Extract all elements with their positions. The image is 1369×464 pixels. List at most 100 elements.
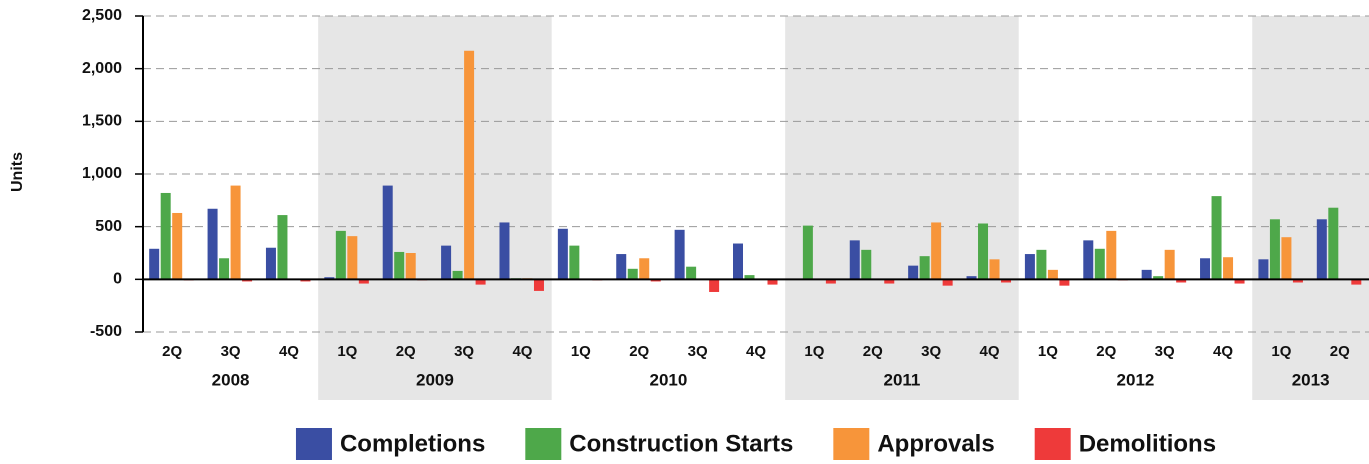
bar <box>1351 279 1362 285</box>
bar <box>1153 276 1164 280</box>
bar <box>1281 237 1292 280</box>
y-tick-label: 500 <box>95 218 122 235</box>
year-shade <box>318 16 552 400</box>
x-tick-label: 1Q <box>337 343 357 360</box>
year-label: 2011 <box>884 370 921 389</box>
bar <box>639 258 650 280</box>
bar <box>499 222 510 280</box>
x-tick-label: 2Q <box>162 343 182 360</box>
legend-swatch <box>295 428 332 460</box>
bar <box>1234 279 1245 284</box>
bar <box>300 279 311 282</box>
bar <box>767 279 778 285</box>
y-axis-label: Units <box>9 152 26 192</box>
bar <box>394 251 405 280</box>
y-tick-label: 2,000 <box>82 60 122 77</box>
x-tick-label: 1Q <box>1038 343 1058 360</box>
bar <box>931 222 942 280</box>
legend-label: Construction Starts <box>569 430 793 457</box>
x-tick-label: 2Q <box>629 343 649 360</box>
bar <box>277 215 288 280</box>
bar <box>335 230 346 280</box>
x-tick-label: 2Q <box>863 343 883 360</box>
bar <box>744 275 755 280</box>
legend: Completions Construction Starts Approvals D… <box>295 428 1216 460</box>
bar <box>265 247 276 280</box>
year-label: 2010 <box>650 370 688 389</box>
legend-swatch <box>833 428 870 460</box>
bar <box>686 266 697 280</box>
x-tick-label: 4Q <box>746 343 766 360</box>
bar <box>1223 257 1234 280</box>
legend-label: Demolitions <box>1079 430 1216 457</box>
x-tick-label: 4Q <box>1213 343 1233 360</box>
bar <box>1316 219 1327 280</box>
bar <box>207 208 218 280</box>
bar <box>405 253 416 280</box>
bar <box>627 268 638 280</box>
bar <box>849 240 860 280</box>
bar <box>978 223 989 280</box>
x-tick-label: 1Q <box>1271 343 1291 360</box>
x-tick-label: 4Q <box>512 343 532 360</box>
bar <box>1176 279 1187 283</box>
bar <box>324 277 335 280</box>
bar <box>1001 279 1012 283</box>
year-shade <box>785 16 1019 400</box>
bar <box>966 276 977 280</box>
bar <box>149 248 160 280</box>
x-tick-label: 3Q <box>221 343 241 360</box>
bar <box>382 185 393 280</box>
x-tick-label: 4Q <box>980 343 1000 360</box>
bar <box>569 245 580 280</box>
y-tick-label: -500 <box>90 323 122 340</box>
bar <box>1094 248 1105 280</box>
bar <box>441 245 452 280</box>
bar <box>1328 207 1339 280</box>
x-tick-label: 2Q <box>396 343 416 360</box>
x-tick-label: 1Q <box>571 343 591 360</box>
x-tick-label: 2Q <box>1330 343 1350 360</box>
bar <box>475 279 486 285</box>
bar <box>1059 279 1070 286</box>
bar <box>1269 219 1280 280</box>
x-tick-label: 1Q <box>804 343 824 360</box>
bar <box>452 270 463 280</box>
bar <box>674 229 685 280</box>
bar <box>160 192 171 280</box>
bar <box>1258 259 1269 280</box>
bar <box>1211 196 1222 280</box>
bar <box>616 254 627 280</box>
bar <box>358 279 369 284</box>
x-tick-label: 2Q <box>1096 343 1116 360</box>
bar <box>884 279 895 284</box>
bar <box>989 259 1000 280</box>
bar <box>908 265 919 280</box>
bar <box>533 279 544 291</box>
legend-label: Completions <box>340 430 485 457</box>
bar <box>802 225 813 280</box>
year-label: 2008 <box>212 370 250 389</box>
bar <box>942 279 953 286</box>
bar <box>1083 240 1094 280</box>
bar <box>861 249 872 280</box>
year-label: 2013 <box>1292 370 1330 389</box>
bar <box>464 50 475 280</box>
bar <box>1200 258 1211 280</box>
x-tick-label: 3Q <box>454 343 474 360</box>
bar <box>1036 249 1047 280</box>
bar <box>172 212 183 280</box>
shade-layer <box>318 16 1369 400</box>
bar <box>1292 279 1303 283</box>
bar <box>733 243 743 280</box>
bar <box>1024 254 1035 280</box>
y-tick-label: 0 <box>113 271 122 288</box>
legend-swatch <box>525 428 562 460</box>
year-shade <box>1252 16 1369 400</box>
y-tick-label: 1,000 <box>82 165 122 182</box>
bar <box>1164 249 1175 280</box>
bar <box>919 256 930 280</box>
bar <box>1141 269 1152 280</box>
bar <box>230 185 241 280</box>
